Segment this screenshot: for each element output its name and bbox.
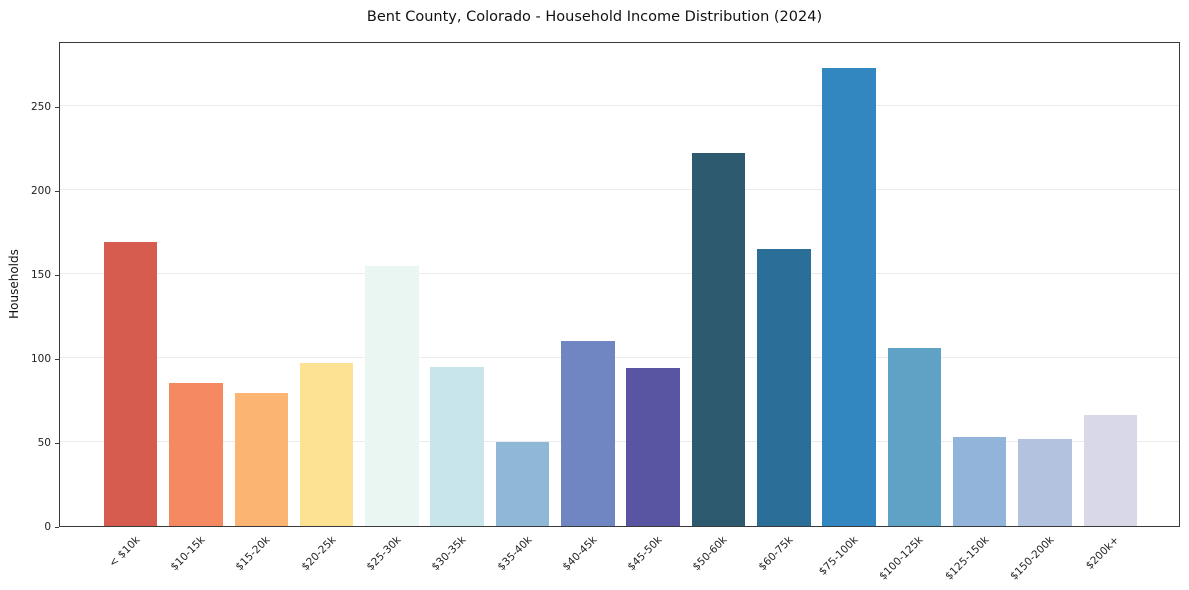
- x-tick-label: $125-150k: [942, 534, 992, 583]
- x-tick-label: $45-50k: [625, 534, 665, 574]
- x-tick-label: $75-100k: [816, 534, 861, 578]
- x-tick-label: $150-200k: [1007, 534, 1057, 583]
- y-tick-label: 250: [30, 101, 51, 114]
- bar-$10-15k: [169, 383, 223, 526]
- y-tick-mark: [55, 527, 59, 528]
- bar-$30-35k: [430, 366, 484, 526]
- y-tick-mark: [55, 107, 59, 109]
- y-tick-label: 150: [30, 269, 51, 282]
- bar-$60-75k: [757, 249, 811, 526]
- x-tick-label: $200k+: [1083, 534, 1122, 572]
- gridline: [60, 357, 1179, 359]
- bar-$40-45k: [561, 341, 615, 526]
- x-tick-label: $25-30k: [364, 534, 404, 574]
- y-tick-label: 50: [37, 437, 51, 450]
- gridline: [60, 273, 1179, 275]
- y-tick-mark: [55, 191, 59, 193]
- x-tick-label: $30-35k: [429, 534, 469, 574]
- bar-$20-25k: [299, 363, 354, 526]
- bar-$125-150k: [952, 437, 1007, 526]
- y-tick-label: 200: [30, 185, 51, 198]
- x-tick-label: $10-15k: [168, 534, 208, 574]
- x-tick-label: $15-20k: [233, 534, 273, 574]
- x-tick-label: $35-40k: [494, 534, 535, 574]
- plot-area: [59, 42, 1180, 527]
- chart-title: Bent County, Colorado - Household Income…: [366, 9, 823, 25]
- y-tick-mark: [55, 443, 59, 445]
- y-tick-mark: [55, 275, 59, 277]
- bar-$75-100k: [822, 67, 876, 526]
- gridline: [60, 105, 1179, 107]
- bar-$100-125k: [887, 348, 942, 526]
- x-tick-label: $40-45k: [560, 534, 600, 574]
- gridline: [60, 189, 1179, 191]
- bar-$50-60k: [691, 153, 746, 526]
- x-tick-label: < $10k: [106, 534, 143, 570]
- bar-$35-40k: [495, 442, 550, 526]
- y-tick-label: 100: [30, 353, 51, 366]
- bar-$200k+: [1083, 415, 1138, 526]
- bar-$150-200k: [1018, 438, 1072, 526]
- bar-$25-30k: [365, 265, 419, 526]
- bar-$15-20k: [234, 393, 289, 526]
- x-tick-label: $50-60k: [690, 534, 730, 574]
- x-tick-label: $20-25k: [298, 534, 339, 574]
- y-tick-label: 0: [44, 521, 51, 533]
- y-tick-mark: [55, 359, 59, 361]
- gridline: [60, 441, 1179, 443]
- bar-< $10k: [103, 242, 158, 526]
- y-axis-label: Households: [7, 249, 21, 319]
- x-tick-label: $100-125k: [877, 534, 926, 583]
- x-tick-label: $60-75k: [756, 534, 796, 574]
- bar-$45-50k: [626, 368, 680, 526]
